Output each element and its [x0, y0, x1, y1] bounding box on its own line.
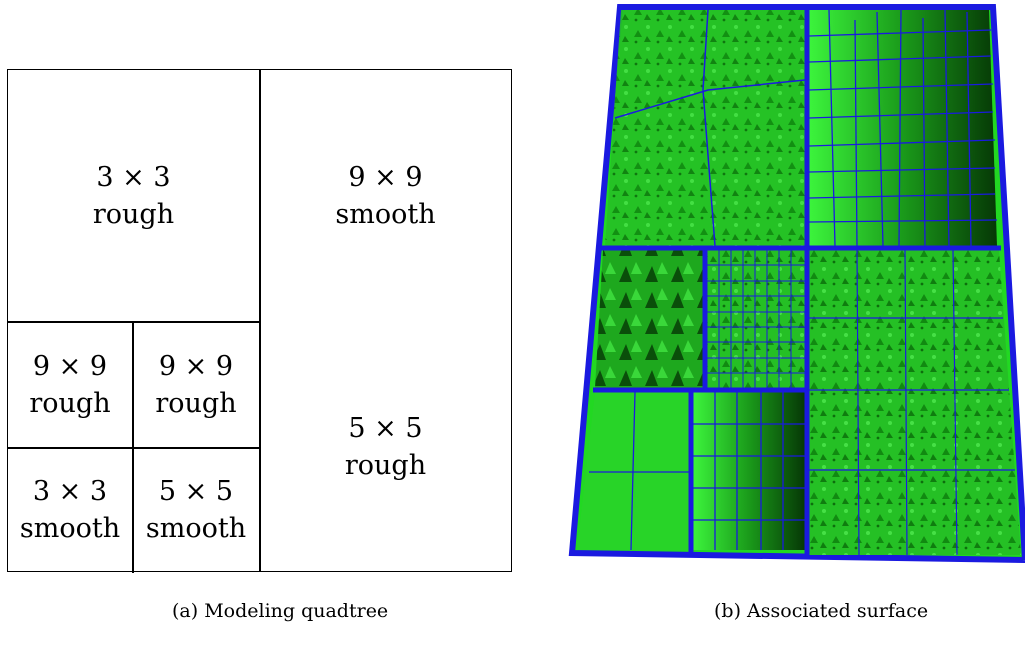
cell-size: 9 × 9 — [158, 350, 234, 382]
cell-bottom-center: 5 × 5 smooth — [133, 448, 259, 572]
divider-vertical-main — [259, 70, 261, 571]
cell-texture: smooth — [335, 198, 436, 230]
cell-size: 5 × 5 — [348, 413, 423, 444]
cell-texture: rough — [155, 387, 237, 419]
surface-boundaries — [593, 8, 1001, 556]
modeling-quadtree: 3 × 3 rough 9 × 9 smooth 9 × 9 rough 9 ×… — [7, 69, 512, 573]
cell-texture: smooth — [19, 513, 121, 544]
surface-mid-left — [595, 250, 705, 388]
cell-top-left: 3 × 3 rough — [8, 70, 259, 321]
surface-top-left — [605, 10, 805, 246]
surface-right-lower-grid — [809, 249, 1015, 556]
associated-surface — [568, 4, 1025, 564]
cell-texture: rough — [29, 387, 111, 419]
surface-bottom-center-grid — [693, 392, 805, 550]
caption-right: (b) Associated surface — [714, 600, 929, 622]
cell-right-lower: 5 × 5 rough — [260, 322, 511, 572]
cell-size: 3 × 3 — [96, 161, 171, 193]
cell-texture: smooth — [145, 513, 247, 544]
cell-bottom-left: 3 × 3 smooth — [8, 448, 132, 572]
surface-right-lower — [809, 250, 1021, 555]
surface-mid-center-grid — [707, 250, 805, 388]
cell-texture: rough — [92, 198, 175, 230]
cell-texture: rough — [344, 450, 427, 481]
cell-top-right: 9 × 9 smooth — [260, 70, 511, 321]
surface-bottom-left-grid — [589, 391, 689, 551]
cell-size: 5 × 5 — [158, 476, 234, 507]
surface-mid-center — [707, 250, 805, 388]
divider-horizontal-sub — [8, 447, 260, 449]
caption-left: (a) Modeling quadtree — [172, 600, 389, 622]
surface-bottom-center — [693, 392, 805, 550]
cell-size: 3 × 3 — [32, 476, 108, 507]
cell-size: 9 × 9 — [348, 161, 423, 193]
cell-mid-left: 9 × 9 rough — [8, 322, 132, 447]
divider-horizontal-left — [8, 321, 260, 323]
cell-mid-center: 9 × 9 rough — [133, 322, 259, 447]
surface-top-left-grid — [614, 9, 806, 247]
cell-size: 9 × 9 — [32, 350, 108, 382]
surface-top-right-grid — [808, 9, 998, 247]
